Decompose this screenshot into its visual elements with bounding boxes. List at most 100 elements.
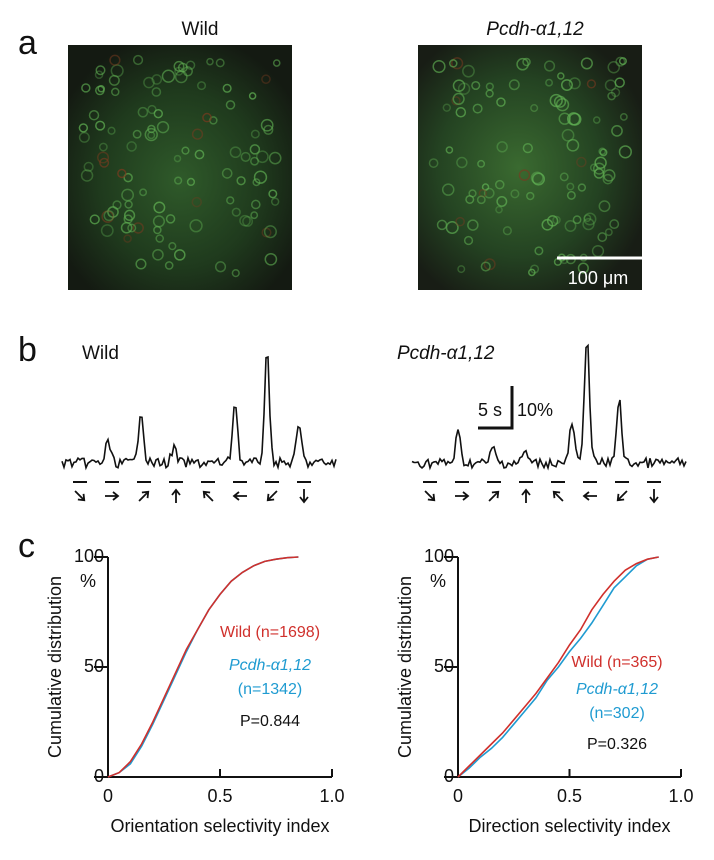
- x-axis-label: Orientation selectivity index: [110, 816, 329, 836]
- cell: [250, 199, 261, 210]
- cell: [144, 127, 158, 142]
- cell: [189, 219, 203, 233]
- cell: [530, 171, 544, 185]
- cell: [173, 60, 185, 72]
- cell: [529, 264, 540, 274]
- cell: [186, 177, 196, 187]
- cell: [156, 120, 170, 134]
- cell: [109, 54, 121, 66]
- direction-arrow: [105, 491, 120, 501]
- cell: [599, 148, 608, 157]
- cell: [99, 157, 110, 168]
- cell: [123, 172, 133, 183]
- scale-amplitude: 10%: [517, 400, 553, 420]
- cell: [132, 222, 144, 234]
- cell: [81, 83, 91, 93]
- cell: [530, 104, 539, 113]
- cell: [522, 57, 531, 67]
- cell: [80, 169, 94, 182]
- cell: [436, 219, 448, 231]
- cell: [263, 225, 277, 239]
- direction-arrow: [582, 491, 597, 501]
- cell: [580, 57, 593, 70]
- y-axis-label: Cumulative distribution: [45, 576, 65, 758]
- cell: [516, 57, 529, 71]
- arrow-shape: [488, 490, 500, 502]
- cell: [256, 150, 269, 164]
- cell: [143, 76, 155, 89]
- cell: [97, 84, 106, 93]
- cell: [614, 77, 625, 88]
- cell: [566, 138, 580, 152]
- cell: [607, 61, 621, 74]
- direction-arrow: [299, 489, 309, 504]
- cell: [452, 79, 466, 92]
- cell: [153, 108, 163, 119]
- cell: [441, 183, 455, 196]
- cell: [607, 91, 616, 101]
- y-tick-label: 0: [444, 766, 454, 786]
- cell: [604, 228, 613, 237]
- cell: [467, 219, 479, 231]
- traces: [61, 343, 687, 504]
- cell: [568, 77, 581, 90]
- cell: [445, 146, 454, 154]
- cell: [126, 141, 137, 152]
- cell: [576, 156, 587, 168]
- cell: [615, 56, 626, 67]
- cell: [215, 58, 225, 68]
- cell: [455, 106, 467, 118]
- cell: [250, 156, 259, 166]
- p-value: P=0.844: [240, 713, 300, 730]
- cell: [593, 168, 605, 179]
- cell: [107, 126, 116, 135]
- cell: [618, 57, 627, 66]
- cell: [120, 221, 133, 234]
- trace-scale-bar: [478, 386, 514, 430]
- cell: [476, 195, 486, 205]
- arrow-shape: [424, 490, 436, 502]
- cell: [101, 210, 114, 223]
- cell: [561, 128, 575, 142]
- cdf-line: [457, 556, 659, 778]
- arrow-shape: [616, 490, 628, 502]
- cell: [594, 156, 607, 169]
- trace: [411, 343, 687, 471]
- cell: [88, 109, 100, 121]
- cell: [582, 217, 595, 231]
- cell: [173, 154, 182, 163]
- direction-arrow: [171, 488, 181, 503]
- cell: [508, 79, 520, 91]
- cell: [248, 92, 257, 100]
- cell: [252, 178, 261, 187]
- cell: [451, 96, 461, 106]
- direction-arrow: [455, 491, 470, 501]
- legend-entry: Wild (n=1698): [220, 624, 320, 641]
- cell: [182, 66, 193, 77]
- legend-n: (n=365): [607, 654, 663, 671]
- x-tick-label: 0: [103, 786, 113, 806]
- cell: [78, 123, 89, 133]
- cell: [270, 197, 280, 206]
- cell: [494, 179, 505, 190]
- cell: [495, 205, 503, 214]
- legend-name: Wild: [220, 624, 251, 641]
- cell: [191, 196, 202, 208]
- cell: [528, 268, 536, 277]
- y-tick-label: 0: [94, 766, 104, 786]
- cell: [111, 87, 120, 97]
- cell: [481, 183, 490, 191]
- panel-label: a: [18, 24, 37, 62]
- cell: [463, 235, 474, 246]
- direction-arrow: [488, 490, 500, 502]
- cell: [465, 194, 475, 205]
- cell: [619, 112, 628, 121]
- cell: [451, 57, 464, 70]
- cell: [597, 232, 608, 242]
- cell: [95, 65, 106, 76]
- y-tick-label: 100: [74, 546, 104, 566]
- cell: [239, 214, 251, 227]
- cell: [153, 201, 166, 214]
- cell: [566, 190, 576, 200]
- arrow-shape: [202, 490, 214, 502]
